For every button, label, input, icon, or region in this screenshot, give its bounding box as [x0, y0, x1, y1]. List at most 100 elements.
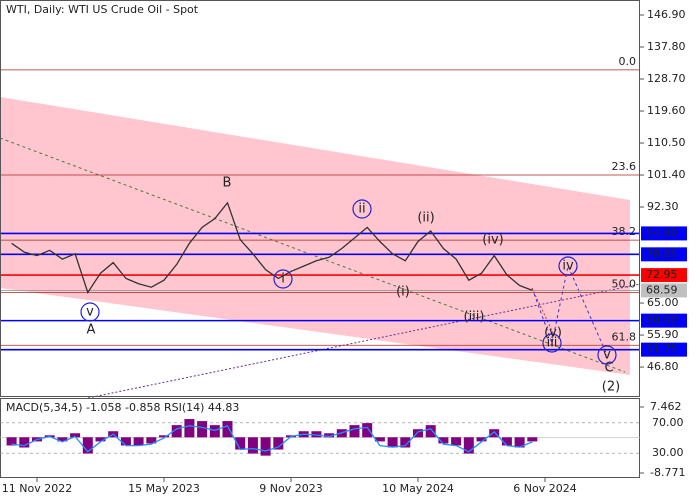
wave-label: (i): [396, 285, 410, 300]
macd-bar: [222, 421, 233, 438]
y-tick-label: 119.60: [647, 104, 686, 117]
macd-bar: [247, 437, 258, 454]
level-label: 72.95: [646, 268, 678, 281]
level-box: [641, 247, 687, 262]
macd-bar: [235, 437, 246, 450]
macd-bar: [438, 437, 449, 444]
level-box: [641, 313, 687, 328]
level-box: [641, 342, 687, 357]
wave-projection: [531, 264, 608, 356]
macd-bar: [387, 437, 398, 448]
wave-label: (2): [602, 380, 620, 395]
wave-label: i: [281, 272, 285, 287]
wave-circle: [558, 256, 578, 276]
macd-bar: [95, 437, 106, 442]
wave-label: B: [223, 176, 232, 191]
macd-bar: [209, 425, 220, 438]
indicator-frame: [0, 398, 640, 478]
y-tick-label: 55.90: [647, 328, 679, 341]
wave-label: iv: [562, 259, 574, 274]
y-tick-label: 128.70: [647, 72, 686, 85]
macd-bar: [6, 437, 17, 446]
macd-bar: [349, 425, 360, 438]
x-tick-label: 15 May 2023: [128, 482, 200, 495]
trend-channel: [0, 97, 630, 375]
macd-bar: [82, 437, 93, 454]
wave-label: v: [603, 348, 611, 363]
y-tick-label: 110.50: [647, 136, 686, 149]
level-box: [641, 283, 687, 298]
level-label: 60.00: [646, 314, 678, 327]
wave-label: iii: [547, 336, 558, 351]
wave-projection-minor: [531, 287, 554, 334]
macd-bar: [425, 425, 436, 438]
macd-bar: [463, 437, 474, 454]
macd-bar: [57, 437, 68, 442]
x-tick-label: 11 Nov 2022: [2, 482, 72, 495]
wave-circle: [352, 199, 372, 219]
main-frame: [0, 0, 640, 397]
macd-bar: [171, 425, 182, 438]
wave-label: C: [604, 361, 613, 376]
fib-label: 0.0: [619, 55, 637, 68]
macd-bar: [273, 437, 284, 450]
wave-label: ii: [358, 202, 365, 217]
x-tick-label: 10 May 2024: [382, 482, 454, 495]
level-label: 84.80: [646, 226, 678, 239]
macd-bar: [260, 437, 271, 456]
y-tick-label: 146.90: [647, 8, 686, 21]
wave-label: (iv): [482, 233, 503, 248]
price-line: [11, 201, 533, 294]
support-line: [87, 283, 641, 399]
macd-bar: [514, 437, 525, 448]
fib-label: 23.6: [612, 160, 637, 173]
y2-tick-label: 30.00: [652, 446, 684, 459]
macd-bar: [501, 437, 512, 446]
wave-label: (v): [544, 326, 562, 341]
y-tick-label: 65.00: [647, 296, 679, 309]
wave-circle: [80, 302, 100, 322]
macd-bar: [146, 437, 157, 444]
level-label: 51.75: [646, 343, 678, 356]
wave-circle: [597, 345, 617, 365]
fib-label: 38.2: [612, 225, 637, 238]
fib-label: 61.8: [612, 330, 637, 343]
macd-bar: [120, 437, 131, 446]
plot: 0.0 23.6 38.2 50.0 61.8: [0, 55, 640, 351]
indicator-title: MACD(5,34,5) -1.058 -0.858 RSI(14) 44.83: [6, 401, 239, 414]
macd-bar: [324, 433, 335, 438]
macd-bar: [362, 423, 373, 438]
macd-bar: [527, 437, 538, 442]
wave-circle: [273, 269, 293, 289]
macd-bar: [197, 421, 208, 438]
macd-bar: [184, 419, 195, 438]
fib-label: 50.0: [612, 277, 637, 290]
level-box: [641, 226, 687, 241]
macd-bar: [19, 437, 30, 448]
level-label: 68.59: [646, 283, 678, 296]
wave-label: v: [86, 305, 94, 320]
macd-bar: [374, 437, 385, 442]
macd-bar: [311, 431, 322, 438]
chart-title: WTI, Daily: WTI US Crude Oil - Spot: [6, 3, 199, 16]
wave-circle: [542, 333, 562, 353]
wave-label: (iii): [464, 310, 485, 325]
y-tick-label: 137.80: [647, 40, 686, 53]
macd-bar: [159, 435, 169, 438]
macd-bar: [413, 429, 423, 438]
rsi-line: [11, 424, 533, 453]
y-tick-label: 92.30: [647, 200, 679, 213]
indicator-tick-label: -8.771: [650, 466, 685, 479]
macd-bar: [451, 437, 462, 446]
indicator-tick-label: 7.462: [650, 400, 682, 413]
y-tick-label: 46.80: [647, 360, 679, 373]
x-tick-label: 9 Nov 2023: [259, 482, 322, 495]
level-label: 78.85: [646, 247, 678, 260]
y2-tick-label: 70.00: [652, 416, 684, 429]
x-tick-label: 6 Nov 2024: [513, 482, 576, 495]
macd-bar: [70, 433, 81, 438]
level-box: [641, 268, 687, 283]
y-tick-label: 101.40: [647, 168, 686, 181]
macd-bar: [476, 437, 487, 442]
